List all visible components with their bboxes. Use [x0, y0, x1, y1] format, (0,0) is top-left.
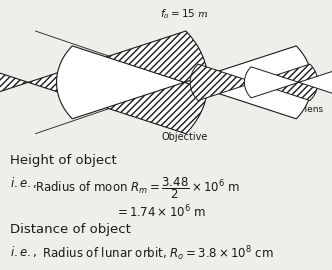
Text: $f_o = 15$ m: $f_o = 15$ m	[160, 7, 208, 21]
Text: $2\theta$: $2\theta$	[193, 68, 206, 79]
Text: h: h	[255, 79, 260, 88]
Text: Radius of lunar orbit, $R_o = 3.8 \times 10^8$ cm: Radius of lunar orbit, $R_o = 3.8 \times…	[35, 244, 274, 263]
Polygon shape	[244, 67, 332, 98]
Text: Height of object: Height of object	[10, 154, 117, 167]
Text: Objective: Objective	[161, 132, 208, 142]
Text: $\theta$: $\theta$	[139, 67, 146, 78]
Polygon shape	[0, 31, 208, 134]
Text: Eye lens: Eye lens	[285, 105, 323, 114]
Polygon shape	[190, 64, 318, 101]
Text: $i.e.,$: $i.e.,$	[10, 176, 37, 191]
Text: Distance of object: Distance of object	[10, 223, 131, 236]
Text: $= 1.74 \times 10^6$ m: $= 1.74 \times 10^6$ m	[115, 204, 206, 220]
Polygon shape	[56, 46, 312, 119]
Text: $i.e.,$: $i.e.,$	[10, 244, 37, 259]
Text: Radius of moon $R_m = \dfrac{3.48}{2} \times 10^6$ m: Radius of moon $R_m = \dfrac{3.48}{2} \t…	[35, 176, 240, 201]
